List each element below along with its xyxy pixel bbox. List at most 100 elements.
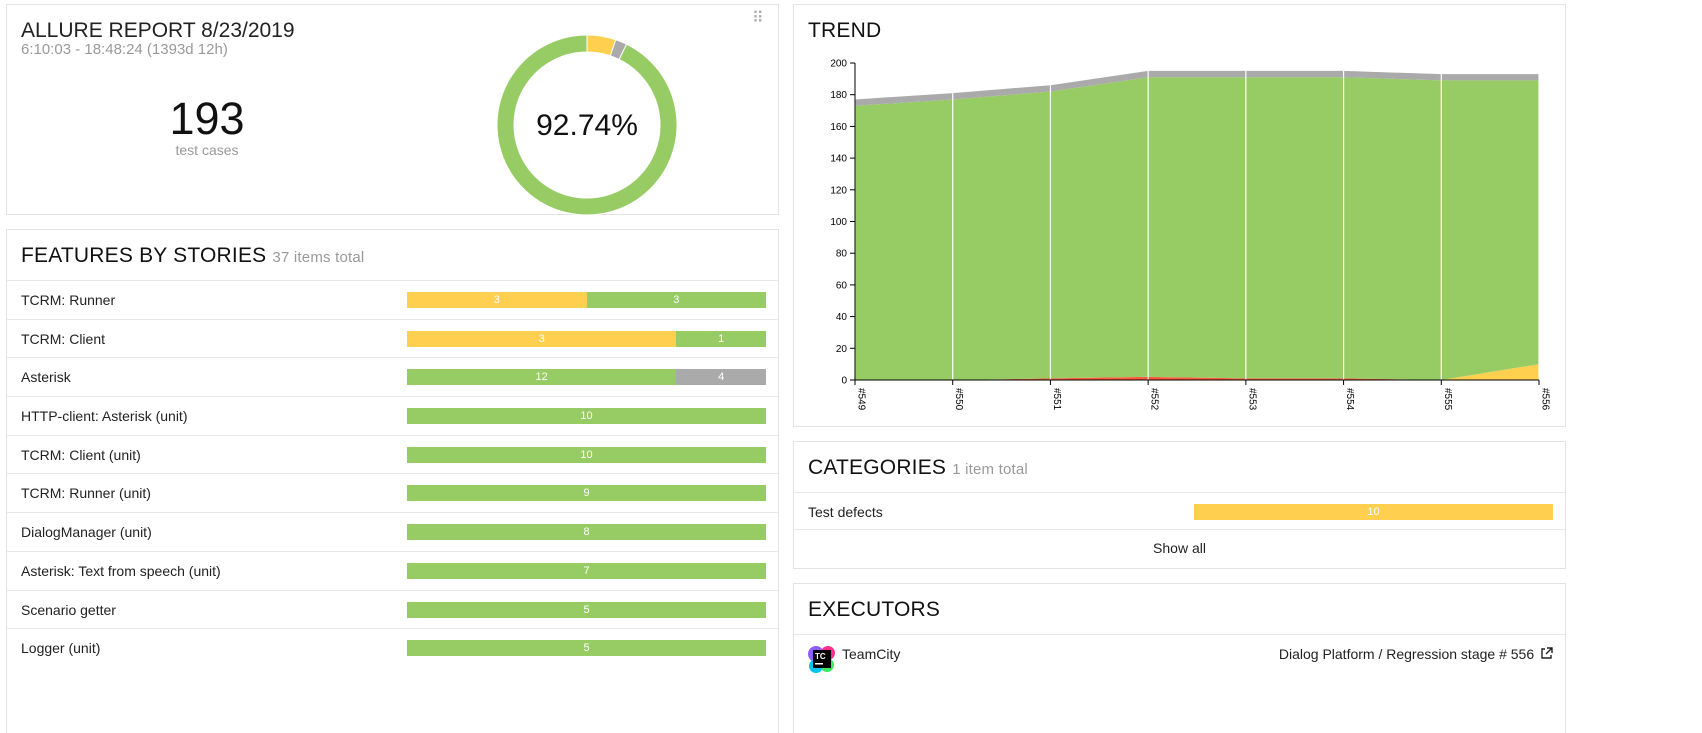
feature-name: TCRM: Runner (unit) xyxy=(21,485,151,502)
features-total: 37 items total xyxy=(272,249,365,266)
success-rate-text: 92.74% xyxy=(536,109,638,142)
test-case-count-label: test cases xyxy=(175,142,239,158)
feature-name: TCRM: Client (unit) xyxy=(21,446,141,463)
feature-name: HTTP-client: Asterisk (unit) xyxy=(21,408,188,425)
feature-bar-segment-passed: 9 xyxy=(407,485,766,502)
executor-name: TeamCity xyxy=(842,646,901,662)
executors-title: EXECUTORS xyxy=(808,598,941,621)
executors-widget: EXECUTORS TC TeamCity Dialog Platform / … xyxy=(793,583,1566,733)
feature-row[interactable]: Logger (unit) 5 xyxy=(7,628,778,667)
features-title-text: FEATURES BY STORIES xyxy=(21,244,267,267)
trend-chart[interactable]: 0 20 40 60 80 100 120 140 160 180 200 #549 #550 #551 #… xyxy=(794,5,1565,426)
teamcity-logo-icon: TC xyxy=(808,646,835,673)
features-title: FEATURES BY STORIES 37 items total xyxy=(21,244,364,268)
feature-name: TCRM: Runner xyxy=(21,292,116,308)
donut-slice-passed[interactable] xyxy=(496,34,678,216)
trend-area-skipped[interactable] xyxy=(855,70,1539,106)
trend-x-tick-label: #551 xyxy=(1051,388,1062,411)
feature-row[interactable]: Asterisk 12 4 xyxy=(7,357,778,396)
feature-row[interactable]: TCRM: Client 3 1 xyxy=(7,318,778,358)
show-all-link[interactable]: Show all xyxy=(1153,540,1206,556)
category-bar-segment-broken: 10 xyxy=(1194,504,1553,520)
trend-area-passed[interactable] xyxy=(855,77,1539,380)
feature-row[interactable]: Scenario getter 5 xyxy=(7,589,778,629)
category-row[interactable]: Test defects 10 xyxy=(794,492,1565,530)
trend-y-tick-label: 200 xyxy=(830,59,847,70)
feature-bar-segment-passed: 12 xyxy=(407,369,677,386)
report-time-range: 6:10:03 - 18:48:24 (1393d 12h) xyxy=(21,41,228,58)
feature-name: Asterisk: Text from speech (unit) xyxy=(21,562,221,579)
categories-total: 1 item total xyxy=(952,461,1028,478)
feature-row[interactable]: Asterisk: Text from speech (unit) 7 xyxy=(7,550,778,590)
trend-y-tick-label: 20 xyxy=(836,344,848,355)
feature-status-bar[interactable]: 7 xyxy=(407,562,766,579)
category-bar[interactable]: 10 xyxy=(1194,504,1553,520)
drag-handle-icon[interactable]: ⠿ xyxy=(752,10,764,27)
feature-row[interactable]: TCRM: Runner 3 3 xyxy=(7,280,778,319)
feature-name: Logger (unit) xyxy=(21,640,101,657)
trend-y-tick-label: 60 xyxy=(836,280,848,291)
categories-title: CATEGORIES 1 item total xyxy=(808,456,1028,480)
feature-status-bar[interactable]: 9 xyxy=(407,485,766,502)
feature-bar-segment-passed: 7 xyxy=(407,562,766,579)
feature-row[interactable]: TCRM: Runner (unit) 9 xyxy=(7,473,778,512)
executor-build-link-text: Dialog Platform / Regression stage # 556 xyxy=(1278,646,1535,662)
external-link-icon xyxy=(1541,647,1553,659)
summary-widget: ALLURE REPORT 8/23/2019 6:10:03 - 18:48:… xyxy=(6,4,779,216)
trend-x-tick-label: #555 xyxy=(1442,388,1453,411)
feature-bar-segment-passed: 3 xyxy=(586,292,766,308)
trend-title: TREND xyxy=(808,19,882,42)
test-case-count: 193 xyxy=(169,93,245,144)
success-rate-donut[interactable]: 92.74% xyxy=(489,27,685,223)
feature-bar-segment-broken: 3 xyxy=(407,330,677,347)
executor-build-link[interactable]: Dialog Platform / Regression stage # 556 xyxy=(1279,646,1553,662)
trend-x-tick-label: #550 xyxy=(953,388,964,411)
trend-x-tick-label: #549 xyxy=(856,388,867,411)
trend-widget: TREND 0 20 40 60 80 100 120 140 160 180 200 #549 #55… xyxy=(793,4,1566,427)
feature-name: Scenario getter xyxy=(21,601,116,618)
feature-row[interactable]: HTTP-client: Asterisk (unit) 10 xyxy=(7,396,778,435)
feature-bar-segment-passed: 5 xyxy=(407,640,766,657)
trend-x-tick-label: #554 xyxy=(1344,388,1355,411)
trend-y-tick-label: 140 xyxy=(830,154,847,165)
feature-status-bar[interactable]: 5 xyxy=(407,601,766,618)
trend-area-broken[interactable] xyxy=(855,364,1539,380)
category-name: Test defects xyxy=(808,504,883,520)
trend-area-failed[interactable] xyxy=(855,376,1539,380)
trend-y-tick-label: 160 xyxy=(830,122,847,133)
categories-widget: CATEGORIES 1 item total Test defects 10 … xyxy=(793,441,1566,569)
trend-y-tick-label: 0 xyxy=(841,376,847,387)
trend-y-tick-label: 120 xyxy=(830,185,847,196)
feature-row[interactable]: TCRM: Client (unit) 10 xyxy=(7,434,778,474)
teamcity-logo-text: TC xyxy=(815,652,826,661)
feature-name: DialogManager (unit) xyxy=(21,524,152,541)
categories-title-text: CATEGORIES xyxy=(808,456,947,479)
trend-x-tick-label: #552 xyxy=(1149,388,1160,411)
trend-y-tick-label: 40 xyxy=(836,312,848,323)
trend-y-tick-label: 100 xyxy=(830,217,847,228)
feature-bar-segment-passed: 1 xyxy=(676,330,766,347)
feature-name: Asterisk xyxy=(21,369,71,386)
feature-bar-segment-passed: 10 xyxy=(407,446,766,463)
features-by-stories-widget: FEATURES BY STORIES 37 items total TCRM:… xyxy=(6,229,779,733)
report-title: ALLURE REPORT 8/23/2019 xyxy=(21,19,295,42)
feature-status-bar[interactable]: 10 xyxy=(407,446,766,463)
trend-x-tick-label: #553 xyxy=(1246,388,1257,411)
feature-status-bar[interactable]: 10 xyxy=(407,408,766,425)
trend-x-tick-label: #556 xyxy=(1540,388,1551,411)
feature-status-bar[interactable]: 5 xyxy=(407,640,766,657)
feature-bar-segment-broken: 3 xyxy=(407,292,587,308)
executor-row[interactable]: TC TeamCity Dialog Platform / Regression… xyxy=(794,634,1565,733)
feature-name: TCRM: Client xyxy=(21,330,106,347)
feature-bar-segment-passed: 10 xyxy=(407,408,766,425)
feature-bar-segment-skipped: 4 xyxy=(676,369,766,386)
feature-status-bar[interactable]: 12 4 xyxy=(407,369,766,386)
feature-bar-segment-passed: 5 xyxy=(407,601,766,618)
feature-status-bar[interactable]: 8 xyxy=(407,524,766,541)
feature-bar-segment-passed: 8 xyxy=(407,524,766,541)
trend-y-tick-label: 180 xyxy=(830,90,847,101)
features-list: TCRM: Runner 3 3 TCRM: Client 3 1 Asterisk 12 4 H… xyxy=(7,280,778,667)
feature-row[interactable]: DialogManager (unit) 8 xyxy=(7,512,778,551)
